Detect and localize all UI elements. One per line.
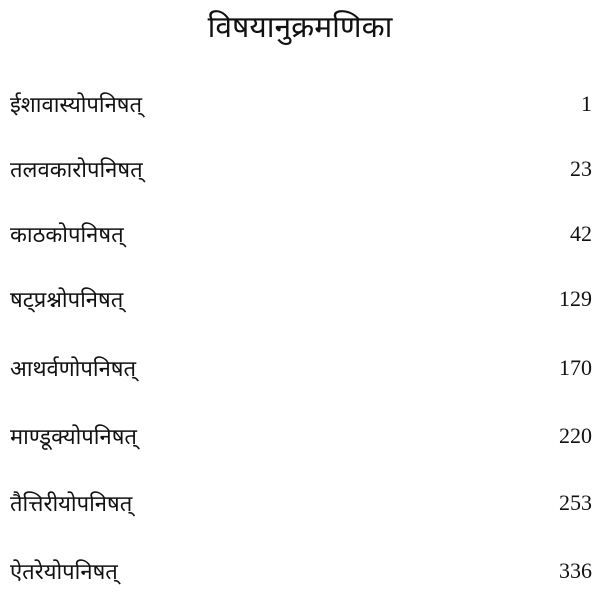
toc-entry: ईशावास्योपनिषत् 1	[10, 86, 592, 122]
entry-page: 23	[570, 156, 592, 181]
entry-name: ईशावास्योपनिषत्	[10, 93, 143, 118]
toc-entry: आथर्वणोपनिषत् 170	[10, 350, 592, 386]
toc-entry: तैत्तिरीयोपनिषत् 253	[10, 485, 592, 521]
toc-entry: षट्प्रश्नोपनिषत् 129	[10, 281, 592, 317]
entry-name: आथर्वणोपनिषत्	[10, 357, 137, 382]
page-title: विषयानुक्रमणिका	[207, 10, 393, 45]
entry-page: 336	[559, 558, 592, 583]
toc-entry: ऐतरेयोपनिषत् 336	[10, 553, 592, 589]
entry-name: तलवकारोपनिषत्	[10, 158, 143, 183]
entry-page: 42	[570, 221, 592, 246]
entry-name: तैत्तिरीयोपनिषत्	[10, 492, 133, 517]
toc-entry: तलवकारोपनिषत् 23	[10, 151, 592, 187]
toc-entry: माण्डूक्योपनिषत् 220	[10, 418, 592, 454]
toc-entry: काठकोपनिषत् 42	[10, 216, 592, 252]
entry-page: 253	[559, 490, 592, 515]
entry-name: ऐतरेयोपनिषत्	[10, 560, 118, 585]
entry-page: 220	[559, 423, 592, 448]
entry-page: 1	[581, 91, 592, 116]
entry-name: षट्प्रश्नोपनिषत्	[10, 288, 124, 313]
entry-page: 170	[559, 355, 592, 380]
entry-page: 129	[559, 286, 592, 311]
entry-name: काठकोपनिषत्	[10, 223, 124, 248]
entry-name: माण्डूक्योपनिषत्	[10, 425, 137, 450]
